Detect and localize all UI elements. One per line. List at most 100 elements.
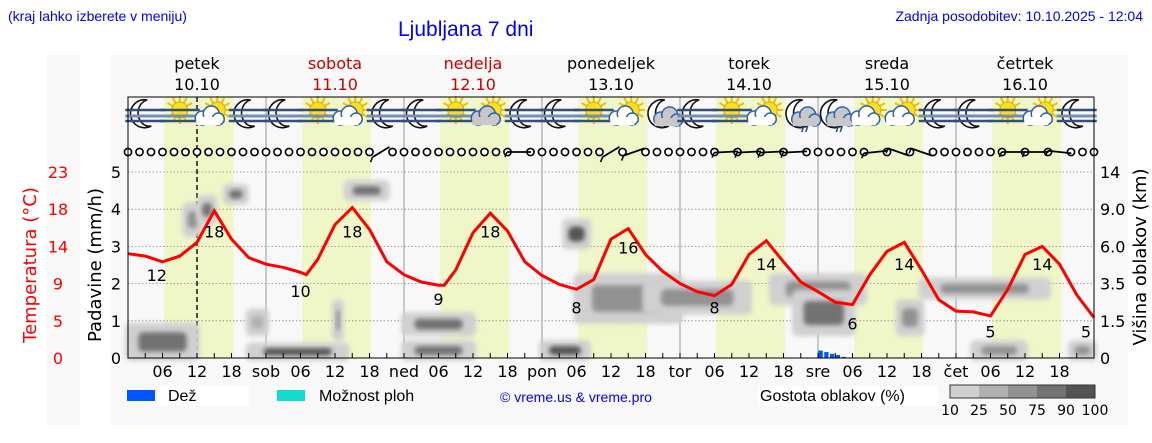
sun-ray: [1051, 113, 1058, 118]
temperature-extreme-label: 5: [985, 323, 995, 342]
x-tick-label: sob: [252, 362, 280, 381]
temperature-extreme-label: 8: [571, 298, 581, 317]
wind-calm-circle: [388, 147, 397, 157]
cloud-height-tick: 0: [1100, 349, 1110, 368]
daylight-band: [716, 97, 786, 358]
rain-legend-label: Dež: [168, 388, 196, 405]
rain-swatch: [127, 390, 155, 401]
wind-calm-circle: [399, 147, 409, 157]
sun-ray: [220, 97, 226, 104]
cloud-height-tick: 3.5: [1100, 275, 1125, 294]
sun-cloud-icon: [332, 96, 370, 126]
moon-fog-icon: [228, 98, 269, 129]
cloud-blob: [803, 300, 844, 326]
sun-ray: [723, 97, 729, 104]
wind-calm-circle: [319, 147, 328, 157]
sun-cloud-grey-icon: [470, 96, 508, 126]
x-tick-label: 12: [739, 362, 759, 381]
temperature-tick: 5: [53, 312, 63, 331]
wind-calm-circle: [618, 147, 627, 157]
sun-ray: [171, 97, 177, 104]
temperature-tick: 14: [48, 237, 68, 256]
sun-ray: [485, 97, 491, 104]
sun-ray: [447, 97, 453, 104]
wind-calm-circle: [560, 147, 570, 157]
cloud-density-scale: 10 25 50 75 90 100: [941, 384, 1108, 419]
wind-barb-flag: [734, 152, 738, 158]
sun-ray: [585, 97, 591, 104]
sun-ray: [913, 102, 920, 107]
wind-barb: [736, 150, 762, 154]
wind-calm-circle: [353, 147, 363, 157]
drizzle-mark: [800, 125, 805, 133]
wind-calm-circle: [652, 147, 662, 157]
x-tick-label: 06: [152, 362, 172, 381]
wind-calm-circle: [825, 147, 834, 157]
sun-fog-icon: [987, 96, 1028, 124]
day-name: sreda: [865, 54, 909, 73]
sun-ray: [1051, 102, 1058, 107]
cloud-base: [654, 118, 679, 126]
precip-tick: 1: [111, 312, 121, 331]
x-tick-label: 18: [497, 362, 517, 381]
sun-ray: [458, 97, 464, 104]
sun-ray: [719, 102, 726, 107]
moon-cloud-drizzle-icon: [819, 98, 856, 133]
sun-ray: [182, 97, 188, 104]
wind-calm-circle: [491, 147, 501, 157]
wind-calm-circle: [859, 147, 869, 157]
sun-ray: [775, 113, 782, 118]
x-tick-label: 18: [1049, 362, 1069, 381]
temperature-extreme-label: 18: [342, 222, 362, 241]
sun-ray: [761, 97, 767, 104]
moon-cloud-drizzle-icon: [785, 98, 822, 133]
wind-barb: [910, 147, 933, 157]
cloud-blob: [263, 348, 332, 356]
wind-calm-circle: [457, 147, 466, 157]
sun-ray: [358, 97, 364, 104]
cloud-blob: [138, 332, 187, 352]
temperature-extreme-label: 10: [290, 282, 310, 301]
cloud-height-tick: 6.0: [1100, 237, 1125, 256]
sun-ray: [499, 102, 506, 107]
wind-calm-circle: [296, 147, 305, 157]
wind-calm-circle: [664, 147, 673, 157]
precip-tick: 3: [111, 237, 121, 256]
wind-barb: [759, 150, 785, 154]
moon-fog-icon: [401, 98, 442, 129]
drizzle-mark: [804, 125, 809, 133]
cloud-base: [792, 118, 817, 126]
x-tick-label: 12: [463, 362, 483, 381]
wind-calm-circle: [1066, 147, 1076, 157]
wind-calm-circle: [675, 147, 685, 157]
cloud-blob: [352, 186, 381, 196]
sun-ray: [462, 102, 469, 107]
cloud-density-layer: [125, 180, 1097, 361]
wind-calm-circle: [549, 147, 558, 157]
cloud-height-tick: 9.0: [1100, 200, 1125, 219]
precip-tick: 4: [111, 200, 121, 219]
sun-ray: [637, 102, 644, 107]
sun-ray: [581, 102, 588, 107]
region-hint[interactable]: (kraj lahko izberete v meniju): [8, 8, 187, 24]
sun-ray: [734, 97, 740, 104]
wind-barb-flag: [504, 151, 508, 158]
cloud-blob: [202, 202, 213, 217]
wind-calm-circle: [169, 147, 179, 157]
wind-barb: [623, 147, 645, 157]
copyright-link[interactable]: © vreme.us & vreme.pro: [500, 389, 652, 405]
sun-fog-icon: [711, 96, 752, 124]
page-title: Ljubljana 7 dni: [398, 18, 533, 41]
wind-calm-circle: [215, 147, 225, 157]
x-tick-label: 06: [428, 362, 448, 381]
density-tick: 10: [941, 403, 959, 419]
wind-calm-circle: [687, 147, 696, 157]
sun-ray: [1014, 102, 1021, 107]
cloud-blob: [940, 283, 1030, 294]
temperature-tick: 9: [53, 275, 63, 294]
sun-ray: [443, 102, 450, 107]
drizzle-mark: [839, 125, 844, 133]
sun-ray: [999, 97, 1005, 104]
cloud-base: [610, 117, 635, 125]
